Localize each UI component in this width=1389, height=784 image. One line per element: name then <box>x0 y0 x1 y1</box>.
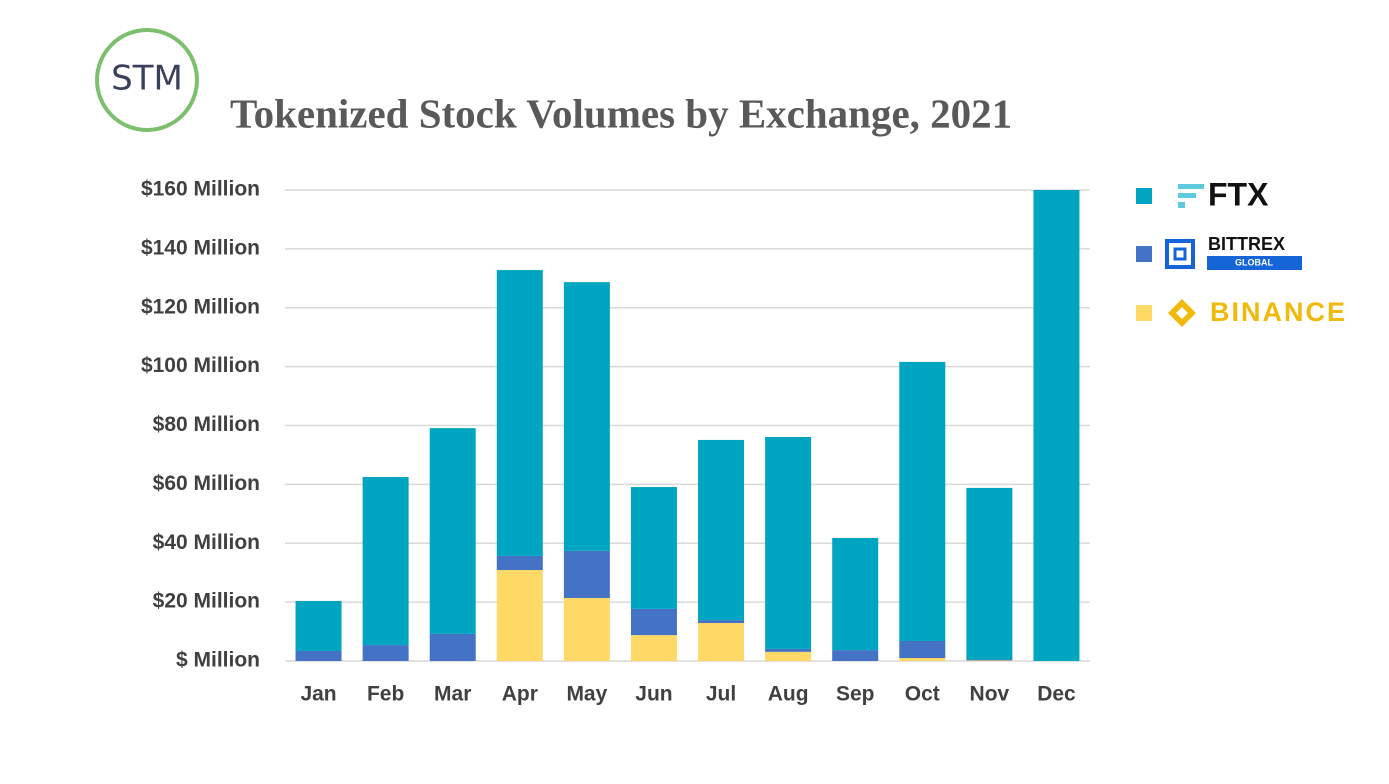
chart-title: Tokenized Stock Volumes by Exchange, 202… <box>230 90 1012 136</box>
logo-shape <box>1178 193 1196 198</box>
logo-ring <box>95 28 199 132</box>
bar-segment <box>362 645 409 661</box>
x-tick-label: Sep <box>836 683 875 706</box>
bar-segment <box>630 487 677 609</box>
logo: STM <box>111 59 183 99</box>
bar-segment <box>295 650 342 661</box>
y-tick-label: $40 Million <box>153 531 260 554</box>
legend-swatch <box>1136 188 1152 204</box>
bar-segment <box>966 487 1013 660</box>
y-tick-label: $140 Million <box>141 236 260 259</box>
bar-segment <box>765 436 812 649</box>
bar-segment <box>899 361 946 641</box>
legend-swatch <box>1136 305 1152 321</box>
legend-swatch <box>1136 246 1152 262</box>
x-tick-label: Jan <box>300 683 336 706</box>
y-tick-label: $ Million <box>176 649 260 672</box>
x-tick-label: Aug <box>768 683 809 706</box>
bar-segment <box>563 598 610 661</box>
bar-segment <box>429 633 476 661</box>
bar-segment <box>698 623 745 661</box>
y-tick-label: $80 Million <box>153 413 260 436</box>
logo-shape <box>1178 184 1204 189</box>
bar-segment <box>765 651 812 661</box>
y-tick-label: $120 Million <box>141 295 260 318</box>
legend-sublabel: GLOBAL <box>1235 257 1273 267</box>
bar-segment <box>966 660 1013 661</box>
bar-segment <box>496 555 543 571</box>
bar-segment <box>429 428 476 634</box>
bar-segment <box>563 550 610 599</box>
bar-segment <box>496 570 543 661</box>
bar-segment <box>630 635 677 661</box>
logo-shape <box>1168 299 1196 327</box>
bar-segment <box>832 650 879 661</box>
bar-segment <box>899 658 946 661</box>
legend-label: BITTREX <box>1208 234 1285 254</box>
x-tick-label: Jun <box>635 683 672 706</box>
x-tick-label: Feb <box>367 683 404 706</box>
bar-segment <box>362 477 409 646</box>
logo-badge <box>1207 256 1302 270</box>
logo-shape <box>1173 247 1187 261</box>
legend-label: BINANCE <box>1210 297 1347 327</box>
logo-shape <box>1178 202 1185 208</box>
x-tick-label: Dec <box>1037 683 1076 706</box>
x-tick-label: Jul <box>706 683 736 706</box>
bar-segment <box>966 659 1013 661</box>
bar-segment <box>832 537 879 651</box>
x-tick-label: Apr <box>502 683 538 706</box>
bar-segment <box>698 439 745 621</box>
bar-segment <box>496 270 543 556</box>
bar-segment <box>765 648 812 652</box>
bar-segment <box>1033 190 1080 661</box>
x-tick-label: Mar <box>434 683 471 706</box>
x-tick-label: Oct <box>905 683 940 706</box>
y-tick-label: $20 Million <box>153 590 260 613</box>
bar-segment <box>899 640 946 659</box>
x-tick-label: Nov <box>970 683 1010 706</box>
logo-shape <box>1165 239 1195 269</box>
bar-segment <box>563 282 610 551</box>
bar-segment <box>698 620 745 624</box>
x-tick-label: May <box>566 683 607 706</box>
y-tick-label: $100 Million <box>141 354 260 377</box>
y-tick-label: $60 Million <box>153 472 260 495</box>
legend: FTX BITTREX GLOBAL BINANCE <box>1136 176 1347 327</box>
legend-label: FTX <box>1208 176 1269 212</box>
y-tick-label: $160 Million <box>141 178 260 201</box>
bar-segment <box>295 600 342 651</box>
bar-segment <box>630 608 677 636</box>
